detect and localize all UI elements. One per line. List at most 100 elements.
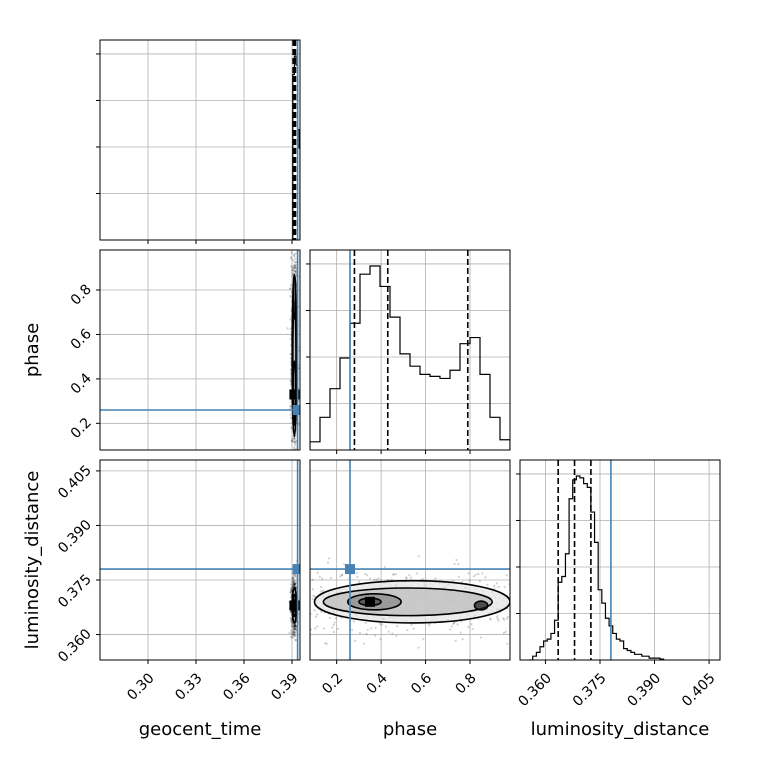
sample-point — [289, 284, 292, 287]
sample-point — [358, 580, 361, 584]
truth-marker — [345, 564, 355, 575]
sample-point — [289, 353, 292, 356]
sample-point — [292, 629, 295, 632]
sample-point — [379, 637, 382, 641]
sample-point — [292, 636, 295, 639]
sample-point — [292, 266, 295, 270]
sample-point — [289, 617, 292, 620]
sample-point — [366, 574, 369, 577]
sample-point — [351, 628, 354, 632]
sample-point — [456, 623, 459, 626]
sample-point — [329, 576, 333, 579]
sample-point — [294, 580, 297, 583]
sample-point — [449, 628, 452, 631]
sample-point — [502, 617, 505, 620]
sample-point — [293, 437, 296, 440]
sample-point — [290, 405, 293, 408]
sample-point — [290, 591, 293, 594]
sample-point — [292, 577, 295, 580]
sample-point — [294, 270, 297, 274]
sample-point — [293, 254, 296, 257]
sample-point — [493, 587, 496, 590]
sample-point — [292, 583, 295, 587]
sample-point — [455, 558, 458, 562]
sample-point — [450, 625, 453, 628]
sample-point — [293, 264, 297, 267]
sample-point — [293, 255, 296, 258]
sample-point — [293, 631, 296, 634]
sample-point — [375, 578, 379, 581]
sample-point — [294, 582, 297, 585]
sample-point — [396, 625, 399, 628]
x-axis-title-luminosity_distance: luminosity_distance — [531, 719, 710, 740]
sample-point — [291, 267, 295, 270]
sample-point — [290, 257, 293, 260]
sample-point — [294, 443, 297, 447]
sample-point — [452, 621, 456, 624]
sample-point — [481, 572, 484, 575]
sample-point — [292, 581, 295, 585]
sample-point — [292, 634, 295, 637]
sample-point — [294, 261, 297, 264]
sample-point — [293, 624, 297, 627]
sample-point — [292, 441, 296, 444]
sample-point — [294, 634, 297, 637]
sample-point — [291, 440, 294, 443]
sample-point — [293, 580, 296, 583]
sample-point — [321, 577, 324, 580]
sample-point — [293, 583, 296, 587]
sample-point — [294, 582, 297, 585]
sample-point — [289, 294, 292, 298]
contour-frame — [99, 459, 301, 661]
sample-point — [289, 256, 292, 259]
sample-point — [405, 577, 408, 580]
sample-point — [292, 579, 295, 582]
sample-point — [289, 587, 292, 590]
sample-point — [325, 642, 328, 645]
sample-point — [293, 582, 297, 586]
sample-point — [328, 557, 331, 560]
sample-point — [289, 611, 292, 614]
sample-point — [293, 266, 296, 269]
sample-point — [479, 636, 483, 639]
sample-point — [377, 577, 380, 580]
sample-point — [294, 574, 297, 577]
sample-point — [294, 624, 297, 627]
sample-point — [289, 589, 292, 592]
sample-point — [293, 583, 296, 586]
sample-point — [293, 584, 296, 588]
sample-point — [467, 625, 470, 628]
sample-point — [294, 582, 298, 585]
sample-point — [292, 438, 295, 441]
sample-point — [292, 633, 295, 636]
sample-point — [293, 574, 296, 577]
sample-point — [409, 576, 413, 579]
sample-point — [290, 583, 293, 586]
sample-point — [354, 639, 357, 642]
sample-point — [316, 571, 319, 574]
sample-point — [290, 631, 293, 635]
sample-point — [292, 585, 295, 588]
sample-point — [290, 426, 293, 429]
sample-point — [289, 287, 292, 290]
sample-point — [356, 575, 359, 579]
contour-panel-phase-luminosity_distance — [310, 460, 510, 660]
sample-point — [314, 615, 318, 618]
sample-point — [289, 379, 292, 382]
sample-point — [291, 584, 294, 587]
sample-point — [478, 580, 481, 583]
sample-point — [484, 576, 487, 579]
sample-point — [394, 573, 397, 576]
sample-point — [293, 583, 296, 586]
sample-point — [291, 578, 294, 581]
sample-point — [293, 253, 296, 256]
sample-point — [343, 563, 346, 566]
sample-point — [292, 631, 295, 634]
sample-point — [293, 625, 296, 628]
sample-point — [293, 269, 297, 272]
sample-point — [294, 638, 297, 641]
sample-point — [410, 623, 413, 626]
sample-point — [504, 630, 507, 633]
sample-point — [289, 380, 292, 383]
